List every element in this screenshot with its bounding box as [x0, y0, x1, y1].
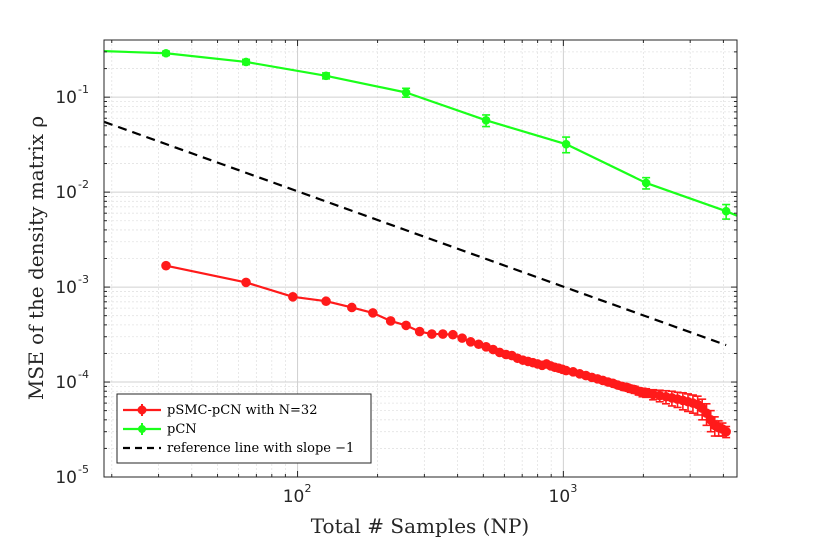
- x-tick-label: 10: [549, 487, 571, 507]
- data-point: [161, 48, 171, 58]
- data-point: [465, 337, 476, 347]
- legend-label-psmc: pSMC-pCN with N=32: [167, 403, 317, 418]
- data-point: [241, 57, 251, 67]
- data-point: [427, 329, 437, 339]
- data-point: [321, 71, 331, 81]
- axis-ticks: [104, 40, 737, 478]
- y-tick-label: 10: [55, 183, 77, 203]
- series-layer: [104, 48, 737, 439]
- legend-label-pcn: pCN: [167, 422, 197, 437]
- x-tick-exponent: 3: [570, 482, 577, 495]
- y-tick-label: 10: [55, 278, 77, 298]
- data-point: [385, 316, 396, 326]
- minor-grid: [104, 40, 737, 477]
- x-axis-label: Total # Samples (NP): [311, 514, 529, 538]
- data-point: [641, 178, 651, 188]
- data-point: [561, 139, 571, 149]
- legend-label-reference: reference line with slope −1: [167, 441, 354, 456]
- data-point: [721, 206, 731, 216]
- x-tick-exponent: 2: [305, 482, 312, 495]
- data-point: [241, 277, 251, 288]
- data-point: [457, 333, 467, 343]
- x-tick-labels: 10 2 10 3: [283, 482, 578, 507]
- y-tick-exponent: -3: [78, 273, 89, 286]
- y-tick-exponent: -1: [78, 83, 89, 96]
- y-axis-label: MSE of the density matrix ρ: [24, 116, 48, 400]
- legend-entry-pcn: pCN: [123, 422, 197, 437]
- legend-entry-reference: reference line with slope −1: [123, 441, 354, 456]
- series-2: [104, 120, 727, 347]
- legend-marker-psmc: [137, 405, 147, 415]
- series-1: [104, 48, 737, 220]
- legend: pSMC-pCN with N=32 pCN reference line wi…: [116, 393, 372, 464]
- data-point: [321, 296, 331, 307]
- data-point: [481, 116, 491, 125]
- data-point: [414, 326, 425, 337]
- data-point: [448, 329, 458, 340]
- legend-entry-psmc: pSMC-pCN with N=32: [123, 403, 317, 418]
- series-line: [104, 50, 737, 217]
- y-tick-label: 10: [55, 88, 77, 108]
- data-point: [721, 426, 731, 437]
- y-tick-label: 10: [55, 468, 77, 488]
- data-point: [401, 320, 411, 331]
- data-point: [438, 329, 448, 339]
- legend-marker-pcn: [138, 425, 146, 433]
- series-0: [161, 260, 731, 439]
- y-tick-exponent: -4: [78, 368, 89, 381]
- data-point: [368, 308, 378, 318]
- y-tick-labels: 10-510-410-310-210-1: [55, 83, 89, 488]
- y-tick-exponent: -5: [78, 463, 89, 476]
- data-point: [347, 302, 357, 313]
- data-point: [401, 88, 411, 97]
- y-tick-label: 10: [55, 373, 77, 393]
- series-line: [104, 120, 727, 347]
- data-point: [288, 292, 298, 302]
- y-tick-exponent: -2: [78, 178, 89, 191]
- x-tick-label: 10: [283, 487, 305, 507]
- data-point: [161, 260, 171, 271]
